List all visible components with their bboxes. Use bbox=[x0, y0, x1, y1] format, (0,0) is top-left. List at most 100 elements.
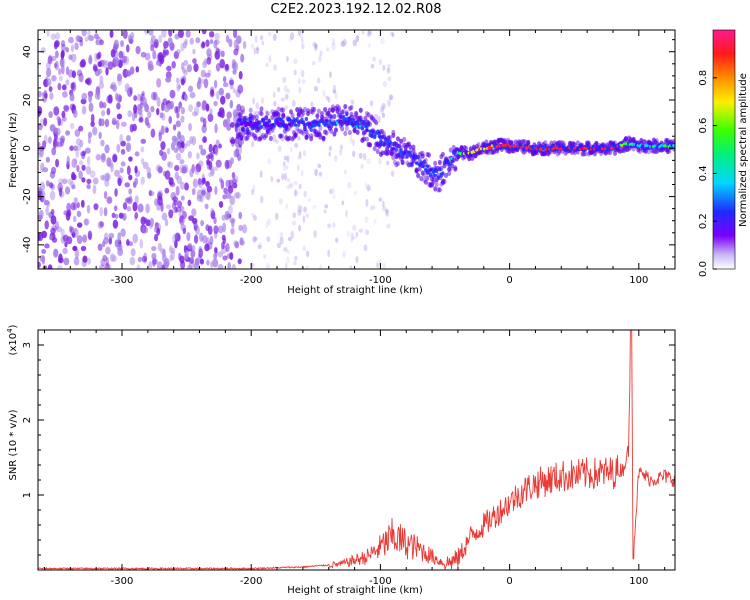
noise-blob bbox=[198, 160, 204, 167]
noise-blob bbox=[233, 240, 239, 247]
y-tick-label: -20 bbox=[22, 188, 33, 204]
noise-blob bbox=[206, 159, 211, 166]
noise-blob bbox=[203, 58, 207, 66]
noise-blob bbox=[322, 90, 326, 97]
noise-blob bbox=[368, 43, 371, 48]
noise-blob bbox=[275, 212, 279, 221]
noise-blob bbox=[200, 187, 207, 195]
ridge-halo bbox=[395, 136, 400, 142]
ridge-halo bbox=[335, 108, 340, 114]
noise-blob bbox=[175, 152, 182, 161]
ridge-core bbox=[414, 161, 419, 165]
noise-blob bbox=[301, 79, 306, 84]
noise-blob bbox=[233, 175, 239, 184]
noise-blob bbox=[117, 175, 123, 184]
noise-blob bbox=[198, 144, 203, 150]
ridge-inner bbox=[244, 118, 248, 123]
noise-blob bbox=[201, 177, 205, 186]
noise-blob bbox=[150, 128, 156, 138]
noise-blob bbox=[62, 247, 68, 255]
noise-blob bbox=[239, 105, 245, 113]
noise-blob bbox=[388, 94, 394, 101]
noise-blob bbox=[206, 48, 212, 57]
noise-blob bbox=[187, 242, 193, 250]
ridge-halo bbox=[327, 107, 332, 113]
noise-blob bbox=[40, 47, 46, 54]
snr-multiplier-close: ) bbox=[8, 324, 19, 328]
noise-blob bbox=[201, 41, 206, 49]
ridge-halo bbox=[296, 112, 301, 119]
noise-blob bbox=[215, 90, 220, 100]
noise-blob bbox=[251, 43, 254, 49]
noise-blob bbox=[87, 257, 92, 265]
ridge-halo bbox=[411, 144, 416, 150]
ridge-halo bbox=[450, 163, 455, 169]
noise-blob bbox=[127, 110, 133, 118]
spectrogram-frame bbox=[37, 29, 676, 270]
noise-blob bbox=[175, 145, 181, 151]
ridge-inner bbox=[309, 127, 313, 132]
noise-blob bbox=[41, 140, 47, 150]
noise-blob bbox=[78, 170, 83, 180]
ridge-halo bbox=[380, 128, 385, 135]
noise-blob bbox=[38, 209, 44, 218]
noise-blob bbox=[350, 232, 355, 240]
ridge-halo bbox=[304, 134, 309, 140]
ridge-core bbox=[239, 122, 244, 126]
noise-blob bbox=[71, 70, 77, 79]
ridge-halo bbox=[323, 106, 328, 113]
ridge-halo bbox=[647, 149, 652, 155]
noise-blob bbox=[292, 212, 296, 219]
noise-blob bbox=[224, 159, 230, 170]
noise-blob bbox=[168, 161, 174, 169]
noise-blob bbox=[227, 261, 231, 269]
noise-blob bbox=[293, 69, 297, 76]
noise-blob bbox=[373, 218, 377, 224]
noise-blob bbox=[41, 248, 47, 255]
noise-blob bbox=[120, 228, 126, 237]
noise-blob bbox=[218, 200, 224, 208]
ridge-halo bbox=[254, 114, 259, 120]
noise-blob bbox=[177, 30, 184, 39]
noise-blob bbox=[177, 131, 182, 140]
noise-blob bbox=[87, 30, 91, 38]
noise-blob bbox=[122, 30, 128, 39]
noise-blob bbox=[156, 261, 163, 269]
y-tick-label: 40 bbox=[22, 45, 33, 58]
noise-blob bbox=[99, 264, 106, 269]
noise-blob bbox=[88, 102, 94, 112]
x-tick-label: -300 bbox=[111, 576, 134, 587]
noise-blob bbox=[140, 138, 147, 144]
noise-blob bbox=[214, 32, 220, 41]
noise-blob bbox=[389, 31, 394, 37]
noise-blob bbox=[325, 95, 329, 101]
noise-blob bbox=[281, 76, 286, 83]
noise-blob bbox=[200, 220, 205, 227]
noise-blob bbox=[115, 119, 120, 130]
noise-blob bbox=[105, 246, 111, 255]
noise-blob bbox=[293, 58, 298, 65]
ridge-halo bbox=[270, 127, 275, 133]
noise-blob bbox=[49, 235, 53, 241]
noise-blob bbox=[209, 38, 214, 45]
noise-blob bbox=[103, 190, 108, 200]
noise-blob bbox=[118, 94, 123, 103]
noise-blob bbox=[184, 38, 188, 46]
noise-blob bbox=[146, 172, 152, 179]
noise-blob bbox=[214, 247, 218, 254]
colorbar-tick-label: 0.4 bbox=[698, 165, 709, 181]
noise-blob bbox=[70, 44, 75, 53]
ridge-halo bbox=[526, 139, 531, 146]
noise-blob bbox=[184, 182, 189, 191]
noise-blob bbox=[180, 205, 185, 213]
noise-blob bbox=[79, 60, 86, 68]
noise-blob bbox=[376, 262, 379, 269]
noise-blob bbox=[69, 93, 75, 102]
ridge-halo bbox=[492, 149, 497, 155]
ridge-halo bbox=[352, 114, 357, 121]
noise-blob bbox=[182, 164, 189, 174]
noise-blob bbox=[142, 97, 147, 106]
noise-blob bbox=[327, 97, 331, 103]
noise-blob bbox=[55, 158, 60, 168]
ridge-halo bbox=[330, 104, 335, 110]
